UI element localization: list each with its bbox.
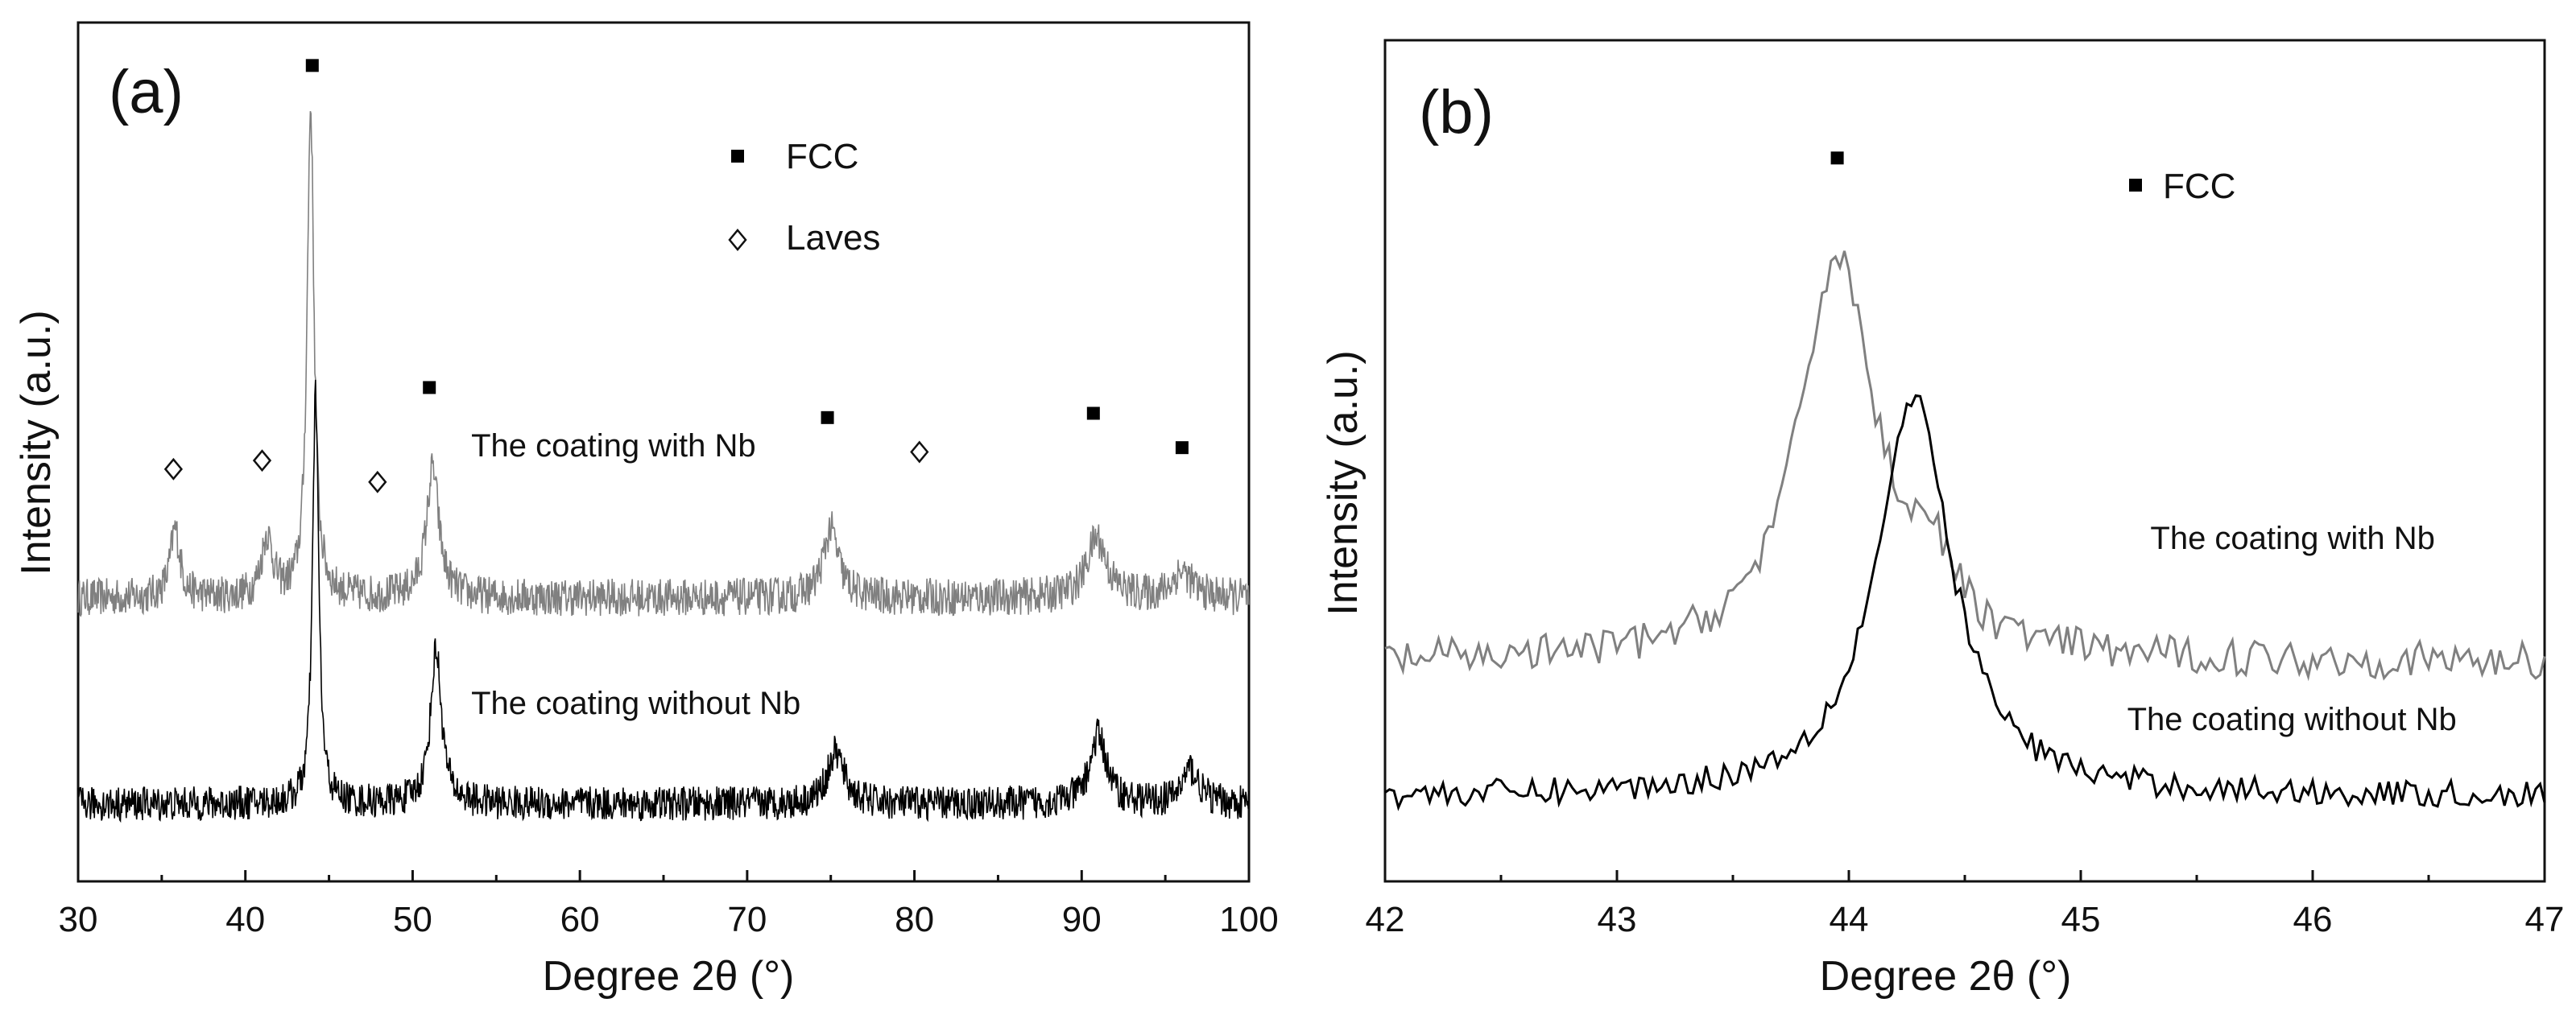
x-tick-label: 80 — [895, 900, 934, 939]
fcc-peak-marker — [821, 410, 834, 424]
series-line-without-nb — [77, 379, 1250, 823]
fcc-peak-marker — [1830, 151, 1844, 165]
x-tick-label: 42 — [1366, 900, 1405, 939]
fcc-legend-marker — [2129, 179, 2142, 192]
panel-a-tag: (a) — [109, 58, 184, 126]
panel-b-legend: FCC — [2129, 167, 2235, 206]
panel-b-y-axis-title: Intensity (a.u.) — [1320, 350, 1367, 615]
x-tick-label: 30 — [59, 900, 98, 939]
panel-b: (b) FCC Degree 2θ (°) Intensity (a.u.) 4… — [1320, 39, 2565, 1000]
fcc-legend-label: FCC — [2163, 167, 2235, 206]
laves-peak-marker — [910, 440, 929, 464]
x-tick-label: 70 — [727, 900, 767, 939]
x-tick-label: 90 — [1062, 900, 1102, 939]
fcc-legend-marker — [731, 150, 744, 163]
x-tick-label: 100 — [1219, 900, 1278, 939]
panel-a-y-axis-title: Intensity (a.u.) — [13, 310, 60, 575]
fcc-peak-marker — [1175, 441, 1189, 455]
fcc-legend-label: FCC — [786, 137, 858, 176]
series-line-with-nb — [77, 110, 1250, 617]
x-tick-label: 46 — [2293, 900, 2333, 939]
x-tick-label: 50 — [393, 900, 432, 939]
fcc-peak-marker — [423, 381, 436, 394]
panel-b-tag: (b) — [1419, 78, 1494, 146]
fcc-peak-marker — [1086, 406, 1100, 420]
laves-legend-marker — [728, 229, 747, 251]
panel-b-x-axis-title: Degree 2θ (°) — [1820, 953, 2072, 1000]
x-tick-label: 60 — [560, 900, 600, 939]
x-tick-label: 43 — [1598, 900, 1637, 939]
series-line-with-nb — [1384, 250, 2546, 682]
laves-peak-marker — [368, 470, 387, 493]
x-tick-label: 45 — [2061, 900, 2101, 939]
curve-label-with-nb: The coating with Nb — [471, 428, 756, 464]
x-tick-label: 40 — [225, 900, 265, 939]
curve-label-without-nb: The coating without Nb — [471, 686, 800, 721]
laves-legend-label: Laves — [786, 218, 880, 258]
laves-peak-marker — [252, 449, 272, 472]
panel-a-legend: FCC Laves — [728, 137, 880, 258]
laves-peak-marker — [163, 457, 184, 481]
x-tick-label: 44 — [1830, 900, 1869, 939]
curve-label-with-nb: The coating with Nb — [2150, 521, 2435, 556]
curve-label-without-nb: The coating without Nb — [2127, 702, 2457, 737]
fcc-peak-marker — [305, 59, 319, 72]
plot-frame — [1383, 39, 2546, 883]
panel-a-x-axis-title: Degree 2θ (°) — [543, 953, 795, 1000]
series-line-without-nb — [1384, 394, 2546, 811]
panel-a: (a) FCC Laves Degree 2θ (°) Intensity (a… — [13, 21, 1279, 1000]
x-tick-label: 47 — [2525, 900, 2565, 939]
